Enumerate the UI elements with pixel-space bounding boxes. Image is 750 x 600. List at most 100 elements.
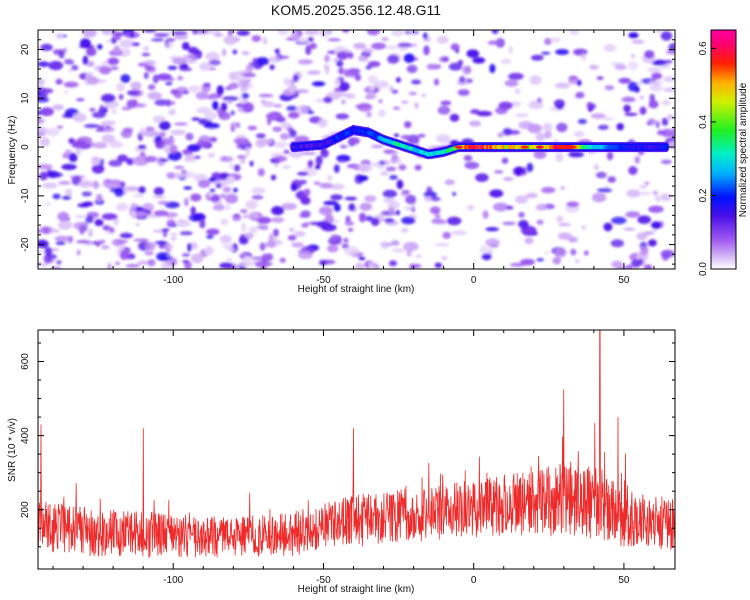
snr-x-tick-label: 50: [618, 575, 630, 586]
spectrogram-noise-blob: [530, 54, 544, 61]
spectrogram-noise-blob: [86, 60, 95, 67]
spectrogram-noise-blob: [602, 116, 615, 121]
spectrogram-noise-blob: [444, 179, 455, 185]
spectrogram-noise-blob: [281, 203, 297, 210]
spectrogram-noise-blob: [383, 196, 395, 204]
spectrogram-noise-blob: [365, 215, 374, 222]
spectrogram-noise-blob: [476, 110, 493, 117]
spectrogram-noise-blob: [367, 75, 378, 84]
spectrogram-noise-blob: [110, 66, 119, 70]
spectrogram-noise-blob: [206, 228, 220, 236]
spectrogram-noise-blob: [348, 203, 356, 212]
spectrogram-noise-blob: [318, 206, 333, 216]
spectrogram-noise-blob: [138, 186, 146, 194]
spectrogram-noise-blob: [172, 31, 188, 36]
spectrogram-noise-blob: [649, 83, 663, 92]
spectrogram-noise-blob: [661, 100, 671, 106]
spectrogram-noise-blob: [568, 75, 578, 81]
spectrogram-x-tick-label: -50: [316, 275, 331, 286]
spectrogram-noise-blob: [133, 211, 148, 218]
spectrogram-noise-blob: [38, 239, 49, 249]
spectrogram-noise-blob: [76, 240, 91, 244]
spectrogram-noise-blob: [639, 106, 647, 115]
spectrogram-noise-blob: [297, 37, 308, 43]
colorbar: 0.0 0.2 0.4 0.6 Normalized spectral amplitu…: [698, 29, 749, 276]
spectrogram-noise-blob: [71, 64, 79, 71]
spectrogram-noise-blob: [426, 63, 438, 70]
spectrogram-noise-blob: [243, 213, 249, 219]
spectrogram-noise-blob: [355, 262, 365, 269]
spectrogram-noise-blob: [535, 132, 546, 142]
spectrogram-noise-blob: [623, 104, 631, 113]
spectrogram-noise-blob: [514, 195, 529, 204]
spectrogram-noise-blob: [367, 61, 381, 68]
spectrogram-noise-blob: [81, 191, 93, 197]
spectrogram-noise-blob: [316, 221, 331, 228]
spectrogram-noise-blob: [268, 55, 281, 63]
spectrogram-noise-blob: [529, 75, 542, 85]
spectrogram-noise-blob: [170, 237, 177, 241]
spectrogram-noise-blob: [663, 59, 673, 64]
spectrogram-noise-blob: [72, 112, 87, 123]
snr-x-ticks: -100 -50 0 50: [52, 330, 655, 586]
spectrogram-noise-blob: [227, 30, 233, 37]
spectrogram-noise-blob: [96, 79, 107, 83]
spectrogram-noise-blob: [552, 257, 562, 265]
colorbar-label: Normalized spectral amplitude: [738, 82, 749, 217]
spectrogram-noise-blob: [63, 81, 79, 88]
spectrogram-noise-blob: [401, 227, 409, 233]
spectrogram-noise-blob: [194, 155, 201, 159]
spectrogram-noise-blob: [597, 188, 613, 193]
spectrogram-noise-blob: [390, 240, 400, 246]
spectrogram-noise-blob: [541, 51, 551, 55]
spectrogram-y-label: Frequency (Hz): [7, 116, 18, 185]
spectrogram-noise-blob: [536, 219, 544, 225]
spectrogram-noise-blob: [269, 64, 275, 70]
spectrogram-noise-blob: [91, 164, 105, 174]
spectrogram-noise-blob: [663, 76, 675, 83]
spectrogram-noise-blob: [38, 88, 54, 94]
spectrogram-noise-blob: [147, 91, 163, 100]
spectrogram-noise-blob: [101, 213, 118, 221]
spectrogram-noise-blob: [251, 187, 266, 195]
spectrogram-noise-blob: [392, 106, 401, 110]
spectrogram-noise-blob: [366, 30, 380, 36]
spectrogram-noise-blob: [99, 66, 112, 75]
spectrogram-noise-blob: [618, 77, 631, 84]
spectrogram-noise-blob: [143, 130, 160, 138]
spectrogram-x-tick-label: 50: [618, 275, 630, 286]
spectrogram-noise-blob: [510, 101, 522, 107]
spectrogram-noise-blob: [157, 200, 170, 205]
spectrogram-noise-blob: [668, 140, 675, 150]
spectrogram-noise-blob: [380, 171, 389, 176]
spectrogram-noise-blob: [384, 218, 395, 223]
spectrogram-noise-blob: [219, 156, 234, 162]
spectrogram-noise-blob: [466, 49, 480, 58]
spectrogram-y-tick-label: 10: [20, 92, 31, 104]
spectrogram-noise-blob: [527, 123, 542, 134]
spectrogram-noise-blob: [504, 79, 519, 87]
spectrogram-noise-blob: [354, 104, 371, 109]
spectrogram-noise-blob: [117, 154, 128, 162]
spectrogram-noise-blob: [400, 100, 409, 104]
snr-y-ticks: 200 400 600: [20, 342, 675, 548]
spectrogram-noise-blob: [415, 254, 422, 259]
spectrogram-noise-blob: [97, 44, 103, 50]
spectrogram-noise-blob: [373, 264, 380, 269]
spectrogram-noise-blob: [158, 120, 171, 131]
spectrogram-noise-blob: [254, 260, 270, 268]
spectrogram-noise-blob: [366, 111, 372, 118]
spectrogram-y-tick-label: -10: [20, 188, 31, 203]
spectrogram-noise-blob: [190, 206, 196, 215]
spectrogram-noise-blob: [623, 227, 636, 231]
spectrogram-noise-blob: [270, 174, 277, 181]
spectrogram-noise-blob: [573, 131, 585, 138]
spectrogram-noise-blob: [525, 192, 538, 199]
spectrogram-noise-blob: [279, 257, 286, 263]
spectrogram-noise-blob: [661, 117, 669, 126]
spectrogram-noise-blob: [137, 145, 147, 150]
spectrogram-noise-blob: [208, 177, 217, 183]
spectrogram-noise-blob: [255, 57, 270, 66]
spectrogram-noise-blob: [120, 74, 131, 84]
spectrogram-noise-blob: [86, 76, 100, 85]
